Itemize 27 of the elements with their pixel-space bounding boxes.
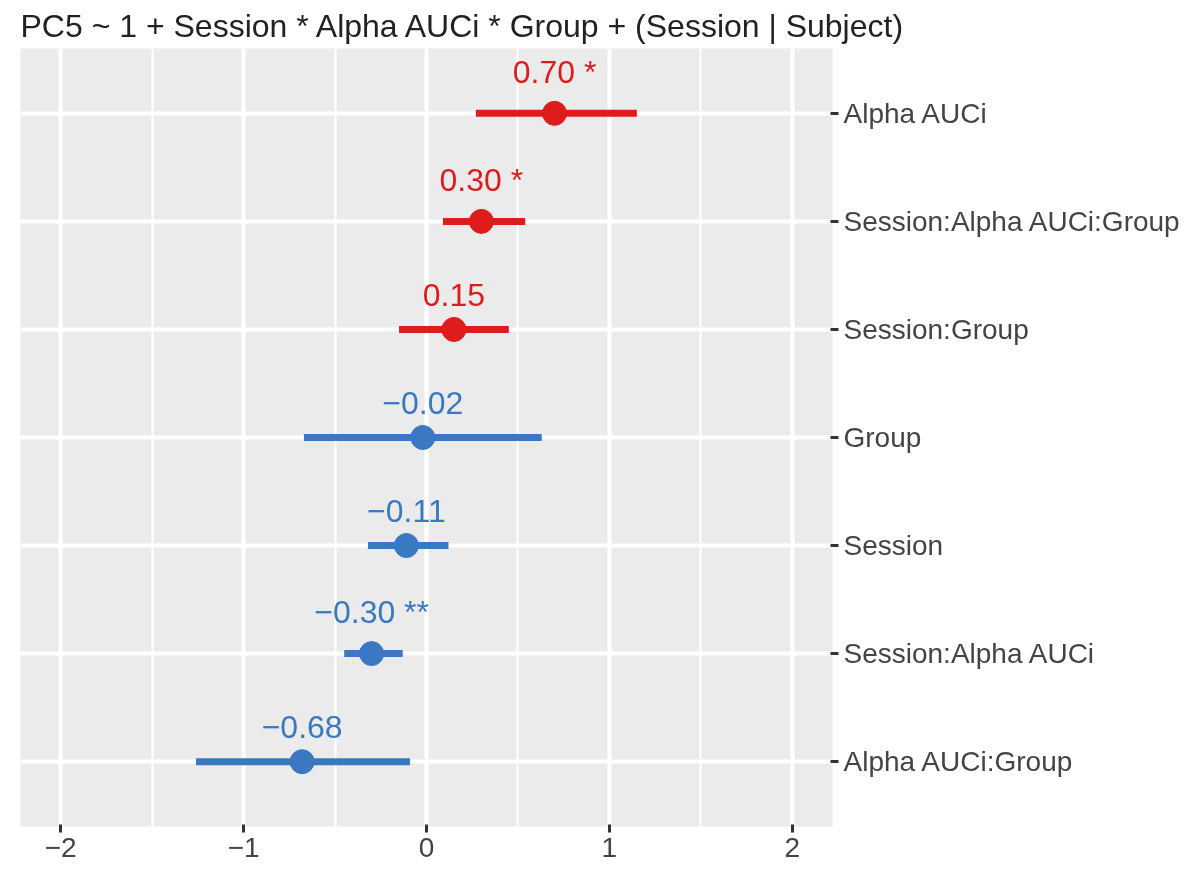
data-label: −0.02 — [382, 384, 464, 421]
chart-title: PC5 ~ 1 + Session * Alpha AUCi * Group + (Session | Subject) — [20, 7, 904, 44]
y-tick-label: Alpha AUCi — [843, 97, 987, 129]
y-tick-label: Session:Group — [843, 313, 1029, 345]
x-tick-label: 2 — [784, 831, 801, 863]
data-label: 0.70 * — [512, 53, 597, 90]
point — [441, 316, 467, 342]
point — [410, 425, 436, 450]
x-tick-label: −2 — [44, 831, 77, 863]
point — [359, 641, 385, 667]
data-label: −0.68 — [261, 708, 343, 745]
y-tick-label: Session:Alpha AUCi:Group — [843, 205, 1180, 237]
y-tick-label: Alpha AUCi:Group — [843, 746, 1073, 778]
y-tick-label: Group — [843, 422, 922, 453]
data-label: 0.30 * — [439, 161, 524, 198]
point — [542, 100, 568, 126]
data-label: −0.11 — [367, 492, 446, 529]
x-tick-label: 0 — [418, 831, 435, 863]
point — [393, 533, 419, 559]
y-tick-label: Session — [843, 530, 944, 562]
point — [289, 749, 315, 775]
data-label: −0.30 ** — [314, 593, 430, 630]
x-tick-label: 1 — [601, 831, 618, 863]
y-tick-label: Session:Alpha AUCi — [843, 638, 1095, 670]
point — [468, 208, 494, 234]
data-label: 0.15 — [422, 276, 486, 313]
x-tick-label: −1 — [227, 831, 260, 863]
